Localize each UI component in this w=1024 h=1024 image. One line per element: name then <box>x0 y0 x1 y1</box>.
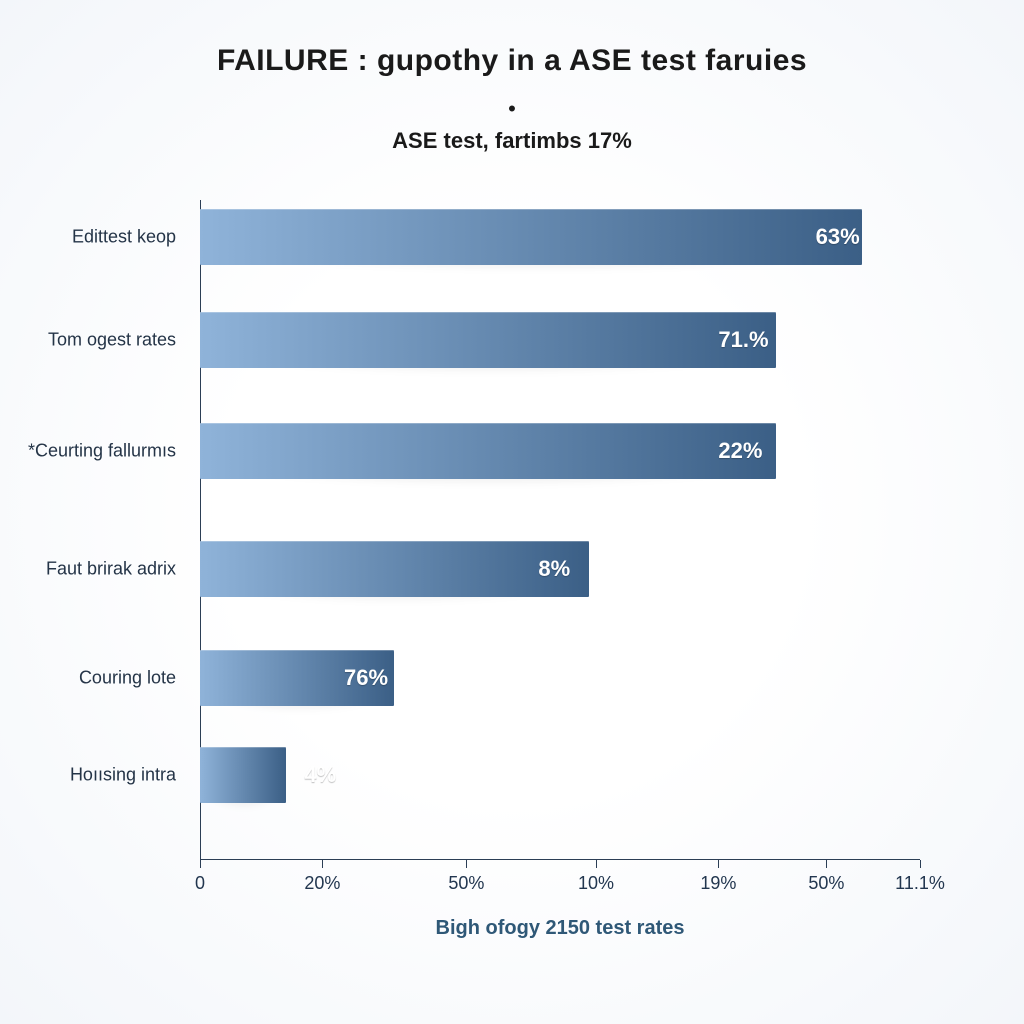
x-tick-label: 10% <box>578 873 614 894</box>
title-mid: gupothy in a ASE test faruies <box>377 44 807 77</box>
bar-value-label: 76% <box>344 665 388 691</box>
x-tick <box>466 860 467 868</box>
bar-value-label: 71.% <box>718 327 768 353</box>
chart-title: FAILURE : gupothy in a ASE test faruies <box>0 44 1024 78</box>
x-tick-label: 50% <box>448 873 484 894</box>
y-label: Edittest keop <box>0 227 200 248</box>
x-tick-label: 20% <box>304 873 340 894</box>
bar-value-label: 8% <box>538 556 570 582</box>
x-tick-label: 19% <box>700 873 736 894</box>
bar-value-label: 63% <box>816 224 860 250</box>
y-label-text: Hoıısing intra <box>70 764 176 784</box>
x-tick <box>826 860 827 868</box>
x-tick-label: 0 <box>195 873 205 894</box>
x-tick-label: 11.1% <box>895 873 945 894</box>
bar <box>200 312 776 368</box>
bar-row: Hoıısing intra4% <box>200 747 920 803</box>
bar-row: *Ceurting fallurmıs22% <box>200 423 920 479</box>
bar-value-label: 4% <box>304 762 336 788</box>
y-label: *Ceurting fallurmıs <box>0 441 200 462</box>
bar <box>200 209 862 265</box>
bar <box>200 747 286 803</box>
x-tick <box>200 860 201 868</box>
bar-value-label: 22% <box>718 438 762 464</box>
bar <box>200 541 589 597</box>
y-label-text: Tom ogest rates <box>48 329 176 349</box>
bar <box>200 423 776 479</box>
subtitle-bullet: • <box>0 96 1024 122</box>
y-label-text: Faut brirak adrix <box>46 559 176 579</box>
chart-viewport: FAILURE : gupothy in a ASE test faruies … <box>0 0 1024 1024</box>
y-label-text: Edittest keop <box>72 227 176 247</box>
x-axis <box>200 859 920 860</box>
subtitle-text: ASE test, fartimbs 17% <box>0 128 1024 154</box>
y-label: Hoıısing intra <box>0 764 200 785</box>
title-kw-failure: FAILURE : <box>217 44 377 77</box>
x-tick <box>920 860 921 868</box>
x-tick-label: 50% <box>808 873 844 894</box>
y-label-text: Couring lote <box>79 668 176 688</box>
x-tick <box>596 860 597 868</box>
bar-row: Edittest keop63% <box>200 209 920 265</box>
footnote-star-icon: * <box>28 441 35 461</box>
bar-row: Couring lote76% <box>200 650 920 706</box>
bar-row: Faut brirak adrix8% <box>200 541 920 597</box>
x-tick <box>322 860 323 868</box>
y-label: Couring lote <box>0 668 200 689</box>
y-label: Faut brirak adrix <box>0 559 200 580</box>
y-label-text: Ceurting fallurmıs <box>35 441 176 461</box>
x-tick <box>718 860 719 868</box>
x-axis-title: Bigh ofogy 2150 test rates <box>200 917 920 940</box>
plot-area: Bigh ofogy 2150 test rates 020%50%10%19%… <box>200 200 920 860</box>
title-block: FAILURE : gupothy in a ASE test faruies … <box>0 44 1024 154</box>
y-label: Tom ogest rates <box>0 329 200 350</box>
bar-row: Tom ogest rates71.% <box>200 312 920 368</box>
